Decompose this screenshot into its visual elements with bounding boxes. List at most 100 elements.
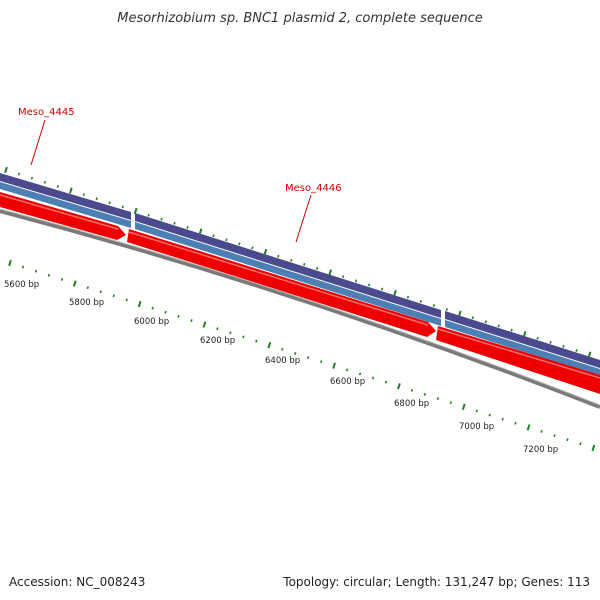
minor-tick [125, 298, 128, 302]
minor-tick [501, 417, 504, 421]
minor-tick [160, 217, 163, 221]
major-tick [526, 424, 531, 431]
gene-highlight [0, 194, 119, 230]
minor-tick [549, 340, 552, 344]
bp-labels: 5600 bp 5800 bp 6000 bp 6200 bp 6400 bp … [4, 280, 558, 455]
minor-tick [112, 294, 115, 298]
minor-tick [281, 347, 284, 351]
minor-tick [56, 184, 60, 188]
backbone-line [0, 209, 600, 409]
outer-tick-row [4, 166, 592, 358]
minor-tick [307, 356, 310, 359]
major-tick [198, 228, 203, 235]
minor-tick [47, 273, 51, 277]
gene-label-meso-4445[interactable]: Meso_4445 [18, 107, 75, 166]
gene-label-text[interactable]: Meso_4446 [285, 183, 342, 194]
feature-tracks [0, 173, 600, 409]
minor-tick [290, 258, 293, 262]
minor-tick [510, 328, 513, 332]
minor-tick [358, 372, 362, 376]
bp-label: 6200 bp [200, 336, 235, 346]
major-tick [591, 444, 596, 452]
gene-leader-line [30, 119, 46, 166]
minor-tick [367, 283, 371, 287]
minor-tick [497, 324, 500, 328]
gene-arrow-next[interactable] [436, 326, 600, 394]
track-purple-seg-1 [0, 173, 131, 220]
minor-tick [449, 401, 452, 405]
track-blue-seg-3 [445, 320, 600, 376]
gene-label-text[interactable]: Meso_4445 [18, 107, 75, 118]
track-purple-seg-2 [135, 213, 441, 318]
minor-tick [380, 287, 384, 291]
minor-tick [488, 413, 491, 417]
bp-label: 6400 bp [265, 356, 300, 366]
gene-highlight-2 [128, 231, 429, 326]
minor-tick [436, 397, 439, 401]
minor-tick [121, 205, 124, 209]
major-tick [328, 269, 333, 276]
minor-tick [21, 265, 25, 269]
major-tick [133, 207, 138, 215]
minor-tick [164, 310, 167, 314]
gene-leader-line [295, 194, 312, 243]
minor-tick [316, 267, 319, 270]
minor-tick [303, 262, 306, 266]
minor-tick [553, 434, 556, 438]
minor-tick [562, 345, 565, 348]
minor-tick [186, 226, 189, 229]
minor-tick [354, 279, 358, 283]
minor-tick [566, 438, 569, 442]
map-title: Mesorhizobium sp. BNC1 plasmid 2, comple… [117, 11, 483, 26]
minor-tick [579, 442, 582, 446]
minor-tick [30, 176, 34, 180]
minor-tick [432, 303, 436, 307]
minor-tick [294, 351, 297, 355]
minor-tick [60, 277, 64, 281]
major-tick [263, 248, 268, 256]
major-tick [397, 383, 401, 390]
major-tick [137, 300, 142, 308]
minor-tick [216, 327, 219, 331]
minor-tick [341, 275, 345, 279]
minor-tick [536, 336, 539, 340]
gene-highlight-3 [437, 328, 600, 379]
minor-tick [108, 201, 111, 205]
major-tick [202, 321, 207, 328]
bp-label: 6800 bp [394, 399, 429, 409]
bp-label: 7200 bp [523, 445, 558, 455]
minor-tick [95, 197, 98, 201]
minor-tick [277, 254, 280, 258]
major-tick [267, 342, 272, 349]
minor-tick [345, 368, 349, 372]
minor-tick [229, 331, 232, 335]
minor-tick [82, 193, 85, 197]
minor-tick [99, 290, 102, 294]
inner-tick-row [8, 259, 596, 452]
minor-tick [251, 246, 254, 250]
minor-tick [17, 172, 21, 176]
track-blue-seg-2 [135, 222, 441, 326]
gene-label-meso-4446[interactable]: Meso_4446 [285, 183, 342, 243]
minor-tick [540, 430, 543, 433]
minor-tick [151, 306, 154, 310]
bp-label: 6000 bp [134, 317, 169, 327]
minor-tick [34, 269, 38, 273]
major-tick [393, 289, 397, 297]
minor-tick [471, 316, 474, 320]
minor-tick [212, 234, 215, 238]
minor-tick [190, 319, 193, 322]
minor-tick [86, 286, 89, 290]
minor-tick [406, 295, 410, 299]
major-tick [8, 259, 12, 267]
major-tick [68, 187, 73, 194]
minor-tick [445, 308, 448, 311]
minor-tick [242, 335, 245, 339]
major-tick [72, 280, 77, 287]
track-blue-seg-1 [0, 182, 131, 228]
minor-tick [419, 299, 423, 303]
major-tick [461, 403, 466, 410]
minor-tick [255, 339, 258, 343]
minor-tick [484, 320, 487, 324]
major-tick [332, 362, 336, 369]
